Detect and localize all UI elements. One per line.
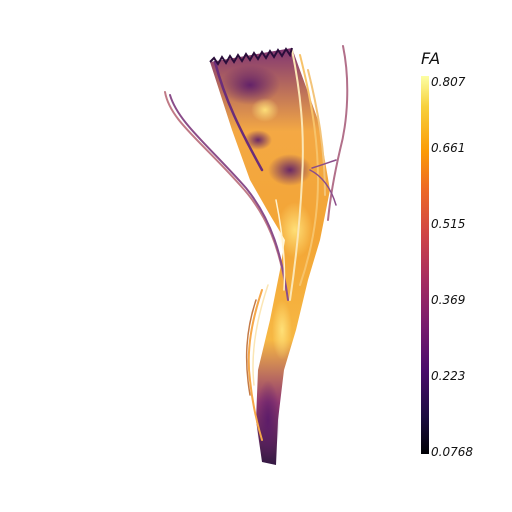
- streamline: [307, 69, 326, 196]
- high-fa-patch: [251, 98, 279, 122]
- bundle-top-edge: [209, 47, 293, 66]
- streamline: [252, 284, 269, 386]
- streamline: [299, 54, 320, 286]
- colorbar-tick-label: 0.807: [431, 75, 466, 89]
- colorbar-tick-label: 0.515: [431, 217, 466, 231]
- colorbar-tick-label: 0.223: [431, 369, 466, 383]
- streamline: [275, 199, 286, 291]
- low-fa-patch: [220, 65, 280, 105]
- colorbar-tick-label: 0.661: [431, 141, 466, 155]
- colorbar-title: FA: [421, 49, 441, 68]
- streamline: [289, 49, 304, 301]
- streamlines: [164, 45, 349, 441]
- low-fa-patch: [268, 154, 312, 186]
- high-fa-patch: [272, 300, 292, 360]
- streamline: [245, 299, 257, 396]
- streamline: [327, 45, 349, 221]
- fiber-bundle-body: [210, 48, 330, 465]
- streamline: [311, 159, 337, 169]
- colorbar-tick-label: 0.0768: [431, 445, 473, 459]
- low-fa-patch: [244, 130, 272, 150]
- low-fa-patch: [256, 380, 280, 460]
- streamline: [247, 289, 263, 441]
- streamline: [309, 169, 337, 206]
- streamline: [213, 60, 264, 172]
- streamline: [169, 94, 289, 301]
- colorbar-tick-label: 0.369: [431, 293, 466, 307]
- high-fa-patch: [277, 202, 313, 258]
- colorbar: [421, 76, 429, 454]
